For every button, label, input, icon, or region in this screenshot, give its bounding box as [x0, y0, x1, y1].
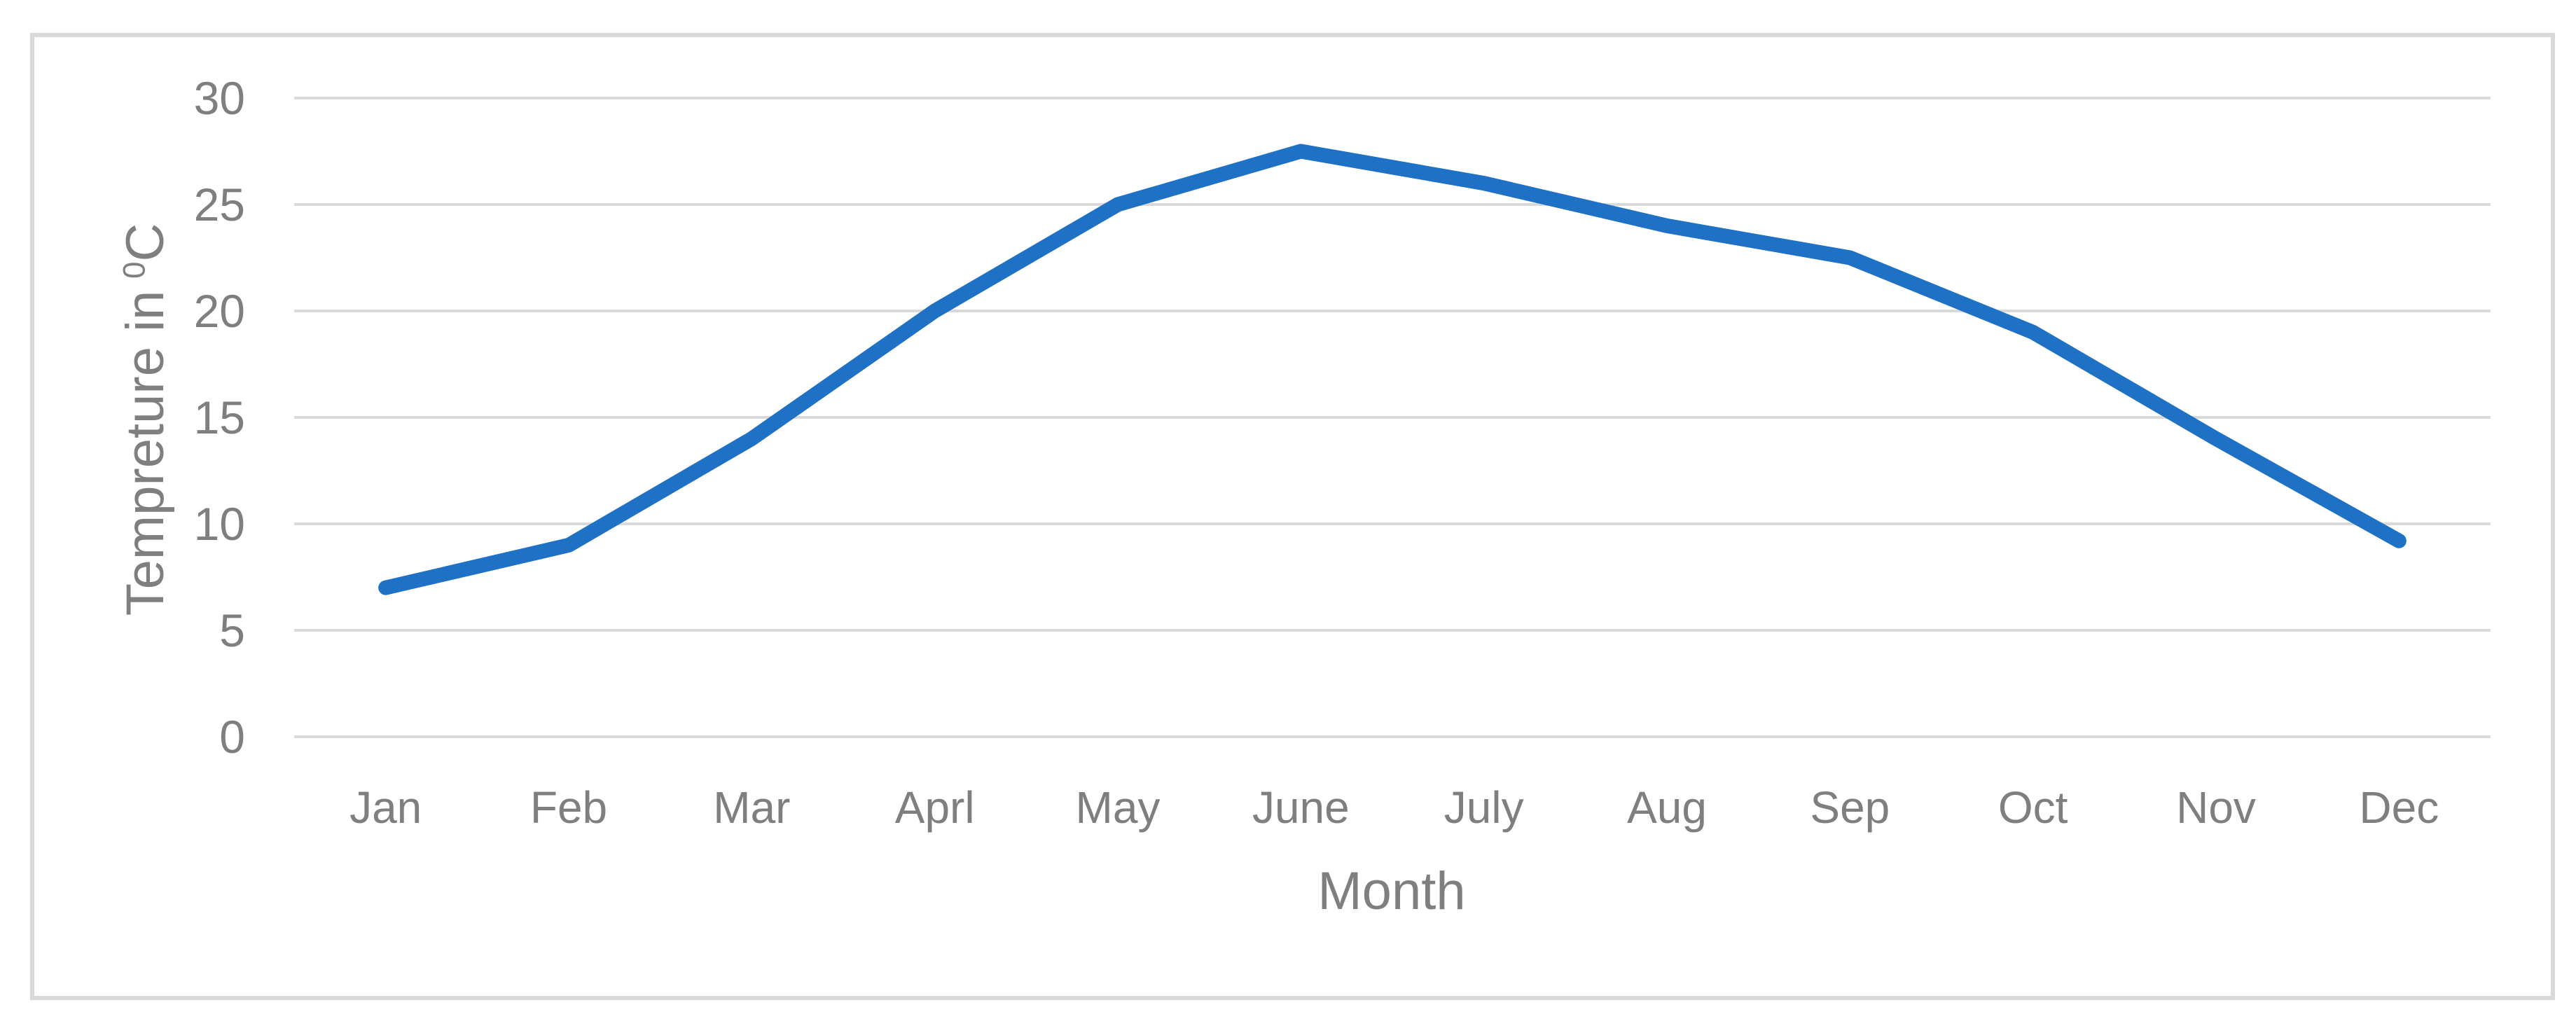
- y-axis-title-superscript: 0: [117, 261, 152, 279]
- x-tick-label: Nov: [2176, 782, 2256, 833]
- y-tick-label: 0: [219, 711, 245, 763]
- x-tick-label: July: [1443, 782, 1524, 833]
- x-tick-label: June: [1252, 782, 1350, 833]
- y-axis-title-text: Tempreture in: [116, 290, 175, 616]
- x-tick-label: Aprl: [894, 782, 975, 833]
- x-tick-label: Dec: [2359, 782, 2439, 833]
- chart-border-frame: [30, 33, 2555, 1000]
- y-tick-label: 5: [219, 604, 245, 656]
- x-axis-title: Month: [1317, 861, 1466, 921]
- x-tick-label: Oct: [1997, 782, 2068, 833]
- x-tick-label: Jan: [349, 782, 422, 833]
- x-tick-label: Sep: [1810, 782, 1890, 833]
- y-axis-title-unit: C: [116, 223, 175, 262]
- y-tick-label: 10: [193, 498, 245, 550]
- y-tick-label: 20: [193, 285, 245, 337]
- x-tick-label: Aug: [1627, 782, 1707, 833]
- x-tick-label: Feb: [529, 782, 608, 833]
- y-tick-label: 30: [193, 72, 245, 124]
- temperature-series-line: [378, 144, 2407, 595]
- x-tick-label: Mar: [713, 782, 791, 833]
- x-tick-label: May: [1075, 782, 1161, 833]
- y-tick-label: 15: [193, 391, 245, 443]
- y-axis-title: Tempreture in 0C: [116, 139, 176, 700]
- y-tick-label: 25: [193, 179, 245, 230]
